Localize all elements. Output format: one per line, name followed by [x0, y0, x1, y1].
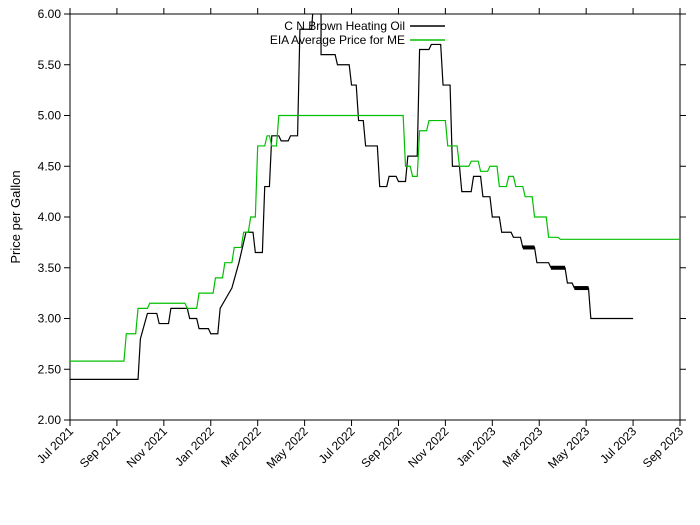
legend-label: EIA Average Price for ME — [270, 33, 405, 47]
x-tick-label: Jan 2022 — [172, 424, 217, 469]
price-chart: 2.00 2.50 3.00 3.50 4.00 4.50 5.00 5.50 6.00 Jul … — [0, 0, 700, 525]
x-tick-label: Sep 2022 — [358, 424, 404, 470]
y-tick-label: 4.50 — [38, 159, 62, 173]
x-tick-label: Mar 2023 — [500, 424, 546, 470]
x-tick-label: May 2023 — [545, 424, 592, 471]
y-tick-label: 2.50 — [38, 362, 62, 376]
x-tick-label: Sep 2023 — [640, 424, 686, 470]
y-tick-label: 5.50 — [38, 58, 62, 72]
x-tick-label: Jul 2022 — [316, 424, 358, 466]
x-tick-label: Jan 2023 — [454, 424, 499, 469]
x-tick-label: Nov 2022 — [405, 424, 451, 470]
y-tick-label: 6.00 — [38, 7, 62, 21]
y-tick-label: 3.00 — [38, 312, 62, 326]
x-tick-label: Jul 2021 — [34, 424, 76, 466]
y-tick-label: 2.00 — [38, 413, 62, 427]
y-tick-label: 5.00 — [38, 109, 62, 123]
legend-label: C N Brown Heating Oil — [284, 19, 405, 33]
series-line — [70, 0, 633, 379]
series-line — [70, 116, 680, 362]
x-tick-label: May 2022 — [264, 424, 311, 471]
y-tick-label: 4.00 — [38, 210, 62, 224]
x-tick-label: Nov 2021 — [124, 424, 170, 470]
x-tick-label: Jul 2023 — [597, 424, 639, 466]
y-tick-label: 3.50 — [38, 261, 62, 275]
y-axis-title: Price per Gallon — [8, 170, 23, 263]
plot-border — [70, 14, 680, 420]
x-tick-label: Sep 2021 — [77, 424, 123, 470]
x-tick-label: Mar 2022 — [218, 424, 264, 470]
